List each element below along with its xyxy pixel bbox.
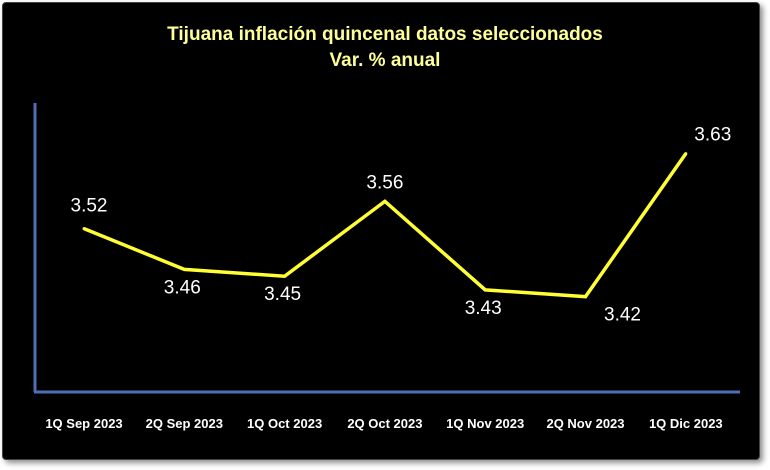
data-point <box>383 199 387 203</box>
x-tick-label: 2Q Oct 2023 <box>347 416 422 431</box>
x-tick-layer: 1Q Sep 2023 2Q Sep 2023 1Q Oct 2023 2Q Oct … <box>45 416 722 431</box>
x-tick-label: 1Q Dic 2023 <box>649 416 723 431</box>
x-tick-label: 1Q Oct 2023 <box>247 416 322 431</box>
data-label: 3.52 <box>71 196 108 217</box>
x-tick-label: 2Q Sep 2023 <box>146 416 223 431</box>
data-point <box>584 295 587 299</box>
data-point <box>283 274 287 278</box>
series-layer <box>82 152 688 299</box>
chart-title: Tijuana inflación quincenal datos selecc… <box>0 22 770 74</box>
data-label: 3.63 <box>694 125 731 146</box>
x-tick-label: 2Q Nov 2023 <box>546 416 624 431</box>
data-label: 3.46 <box>164 277 201 298</box>
data-point <box>483 288 487 292</box>
x-tick-label: 1Q Sep 2023 <box>45 416 122 431</box>
data-point <box>684 152 688 156</box>
data-label-layer: 3.52 3.46 3.45 3.56 3.43 3.42 3.63 <box>71 125 732 326</box>
chart-title-main: Tijuana inflación quincenal datos selecc… <box>167 24 603 45</box>
data-point <box>82 227 86 231</box>
x-tick-label: 1Q Nov 2023 <box>446 416 524 431</box>
data-label: 3.56 <box>366 172 403 193</box>
data-point <box>182 267 186 271</box>
chart-subtitle: Var. % anual <box>329 50 441 71</box>
data-label: 3.43 <box>465 298 502 319</box>
data-label: 3.45 <box>264 284 301 305</box>
data-label: 3.42 <box>604 305 641 326</box>
